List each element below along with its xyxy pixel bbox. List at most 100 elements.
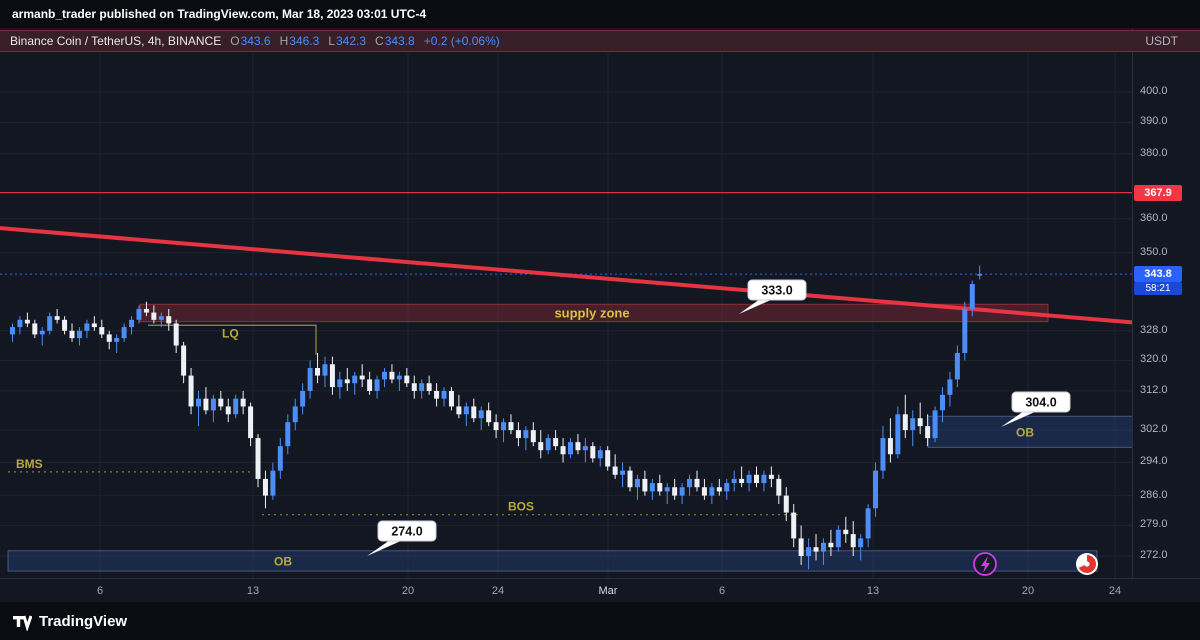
candle-body [478,410,484,419]
candle-body [813,547,819,552]
candle-body [292,406,298,423]
candle-body [129,319,135,328]
candle-body [612,466,618,475]
order-block-bottom-label: OB [274,554,292,568]
order-block-right-label: OB [1016,425,1034,439]
price-callout[interactable]: 274.0 [367,520,437,556]
candle-body [24,319,30,324]
candle-body [709,487,715,496]
candle-body [501,422,507,431]
lightning-sticker[interactable] [973,552,997,576]
candle-body [687,478,693,488]
time-tick-label: 6 [718,585,726,597]
candle-body [925,426,931,439]
order-block-right-zone[interactable] [927,415,1132,448]
time-axis[interactable]: 6 13 20 24 Mar 6 13 20 24 [0,578,1200,602]
candle-body [493,422,499,431]
descending-trendline[interactable] [0,226,1132,325]
candle-body [374,379,380,391]
candle-body [806,547,812,556]
candle-body [657,483,663,492]
candle-body [783,495,789,513]
price-tick-label: 312.0 [1140,383,1168,396]
candle-body [932,410,938,439]
candle-body [262,478,268,496]
brand-name[interactable]: TradingView [39,612,128,630]
candle-body [880,438,886,471]
currency-label: USDT [1145,34,1178,48]
high-label: H [279,34,289,48]
candle-body [456,406,462,415]
order-block-bottom-zone[interactable] [7,550,1098,572]
candle-body [724,483,730,492]
candle-body [337,379,343,388]
candle-body [396,375,402,380]
candle-body [739,478,745,484]
candle-body [359,375,365,380]
candle-body [62,319,68,331]
candle-body [32,323,38,335]
candle-body [181,345,187,376]
candle-body [419,383,425,391]
candle-body [315,368,321,376]
time-tick-label: 20 [1021,585,1035,597]
candle-body [895,414,901,455]
candle-body [188,375,194,407]
price-tick-label: 272.0 [1140,549,1168,561]
candle-body [553,438,559,447]
candle-body [776,478,782,496]
price-tick-label: 279.0 [1140,518,1168,531]
price-tick-label: 400.0 [1140,85,1168,97]
candle-body [344,379,350,384]
candle-body [233,398,239,415]
symbol-title[interactable]: Binance Coin / TetherUS, 4h, BINANCE [10,34,222,48]
candle-body [910,418,916,431]
candle-body [352,375,358,384]
change-value: +0.2 (+0.06%) [423,34,500,48]
candle-body [508,422,514,431]
candle-body [850,534,856,548]
price-axis[interactable]: 400.0 390.0 380.0 360.0 350.0 328.0 320.0 312.0… [1132,28,1200,578]
candle-body [969,283,975,309]
candle-body [620,470,626,475]
price-tick-label: 302.0 [1140,423,1168,436]
candle-body [99,327,105,335]
candle-body [917,418,923,427]
price-tick-label: 294.0 [1140,455,1168,468]
candle-body [54,316,60,320]
time-tick-label: 13 [246,585,260,597]
candle-body [597,450,603,459]
candle-body [114,338,120,342]
symbol-legend-bar: Binance Coin / TetherUS, 4h, BINANCE O 3… [0,30,1200,52]
candle-body [761,474,767,484]
candle-body [634,478,640,488]
price-tick-label: 360.0 [1140,211,1168,224]
liquidity-line[interactable] [148,324,317,355]
candle-body [873,470,879,509]
callout-tail [367,540,403,556]
price-callout[interactable]: 304.0 [1001,391,1071,427]
pie-sticker[interactable] [1076,553,1098,575]
low-value: 342.3 [335,34,367,48]
candle-body [166,316,172,324]
candle-body [627,470,633,488]
candle-body [568,442,573,455]
callout-value: 304.0 [1025,396,1056,410]
chart-plot[interactable]: supply zone OB OB LQ BMS BOS 333.0 274.0 304.0 [0,28,1132,580]
price-callout[interactable]: 333.0 [739,279,807,314]
candle-body [486,410,492,423]
candle-body [649,483,655,492]
candle-body [411,383,417,391]
supply-zone-label: supply zone [554,305,629,320]
candle-body [218,398,224,407]
candle-body [121,327,127,339]
callout-box [377,520,437,542]
time-tick-label: 13 [866,585,880,597]
candle-body [940,394,945,411]
candle-body [300,390,306,407]
close-value: 343.8 [384,34,415,48]
candle-body [255,438,261,479]
candle-body [746,474,752,484]
candle-body [835,529,841,548]
candle-body [47,316,53,331]
